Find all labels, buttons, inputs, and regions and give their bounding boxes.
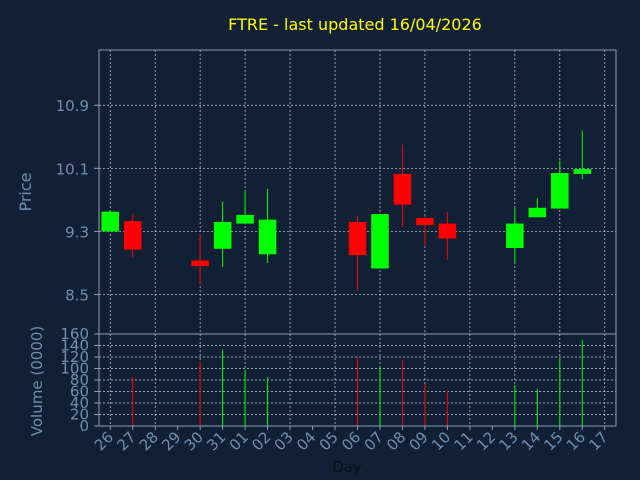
candle-body xyxy=(123,221,142,250)
candle-body xyxy=(258,219,277,255)
volume-y-tick-label: 60 xyxy=(70,383,89,401)
price-panel: 8.5 9.3 10.1 10.9 xyxy=(56,49,617,335)
volume-y-tick-label: 100 xyxy=(60,360,89,378)
x-axis-label: Day xyxy=(332,458,362,476)
volume-y-tick-label: 120 xyxy=(60,348,89,366)
candle-body xyxy=(393,173,412,205)
candle-body xyxy=(438,223,457,239)
candle-body xyxy=(573,169,592,174)
price-y-tick-label: 10.9 xyxy=(56,97,89,115)
candle-body xyxy=(213,221,232,249)
volume-y-tick-label: 80 xyxy=(70,371,89,389)
volume-y-tick-label: 160 xyxy=(60,325,89,343)
candle-body xyxy=(416,218,434,226)
candle-body xyxy=(371,214,389,269)
candle-body xyxy=(551,173,569,209)
volume-y-tick-label: 0 xyxy=(79,417,89,435)
chart-title: FTRE - last updated 16/04/2026 xyxy=(228,15,482,34)
price-y-tick-label: 10.1 xyxy=(56,160,89,178)
price-y-tick-label: 9.3 xyxy=(65,223,89,241)
candle-body xyxy=(191,260,209,267)
price-axis-label: Price xyxy=(16,172,35,211)
x-tick-label: 17 xyxy=(585,428,611,454)
candle-body xyxy=(506,223,524,249)
candle-body xyxy=(101,211,120,232)
candle-body xyxy=(236,214,254,224)
volume-y-tick-label: 140 xyxy=(60,337,89,355)
price-y-tick-label: 8.5 xyxy=(65,287,89,305)
volume-axis-label: Volume (0000) xyxy=(28,326,46,436)
candle-body xyxy=(528,207,547,218)
volume-y-tick-label: 40 xyxy=(70,394,89,412)
volume-y-tick-label: 20 xyxy=(70,406,89,424)
price-plot-area xyxy=(98,49,617,335)
candle-body xyxy=(348,221,367,256)
